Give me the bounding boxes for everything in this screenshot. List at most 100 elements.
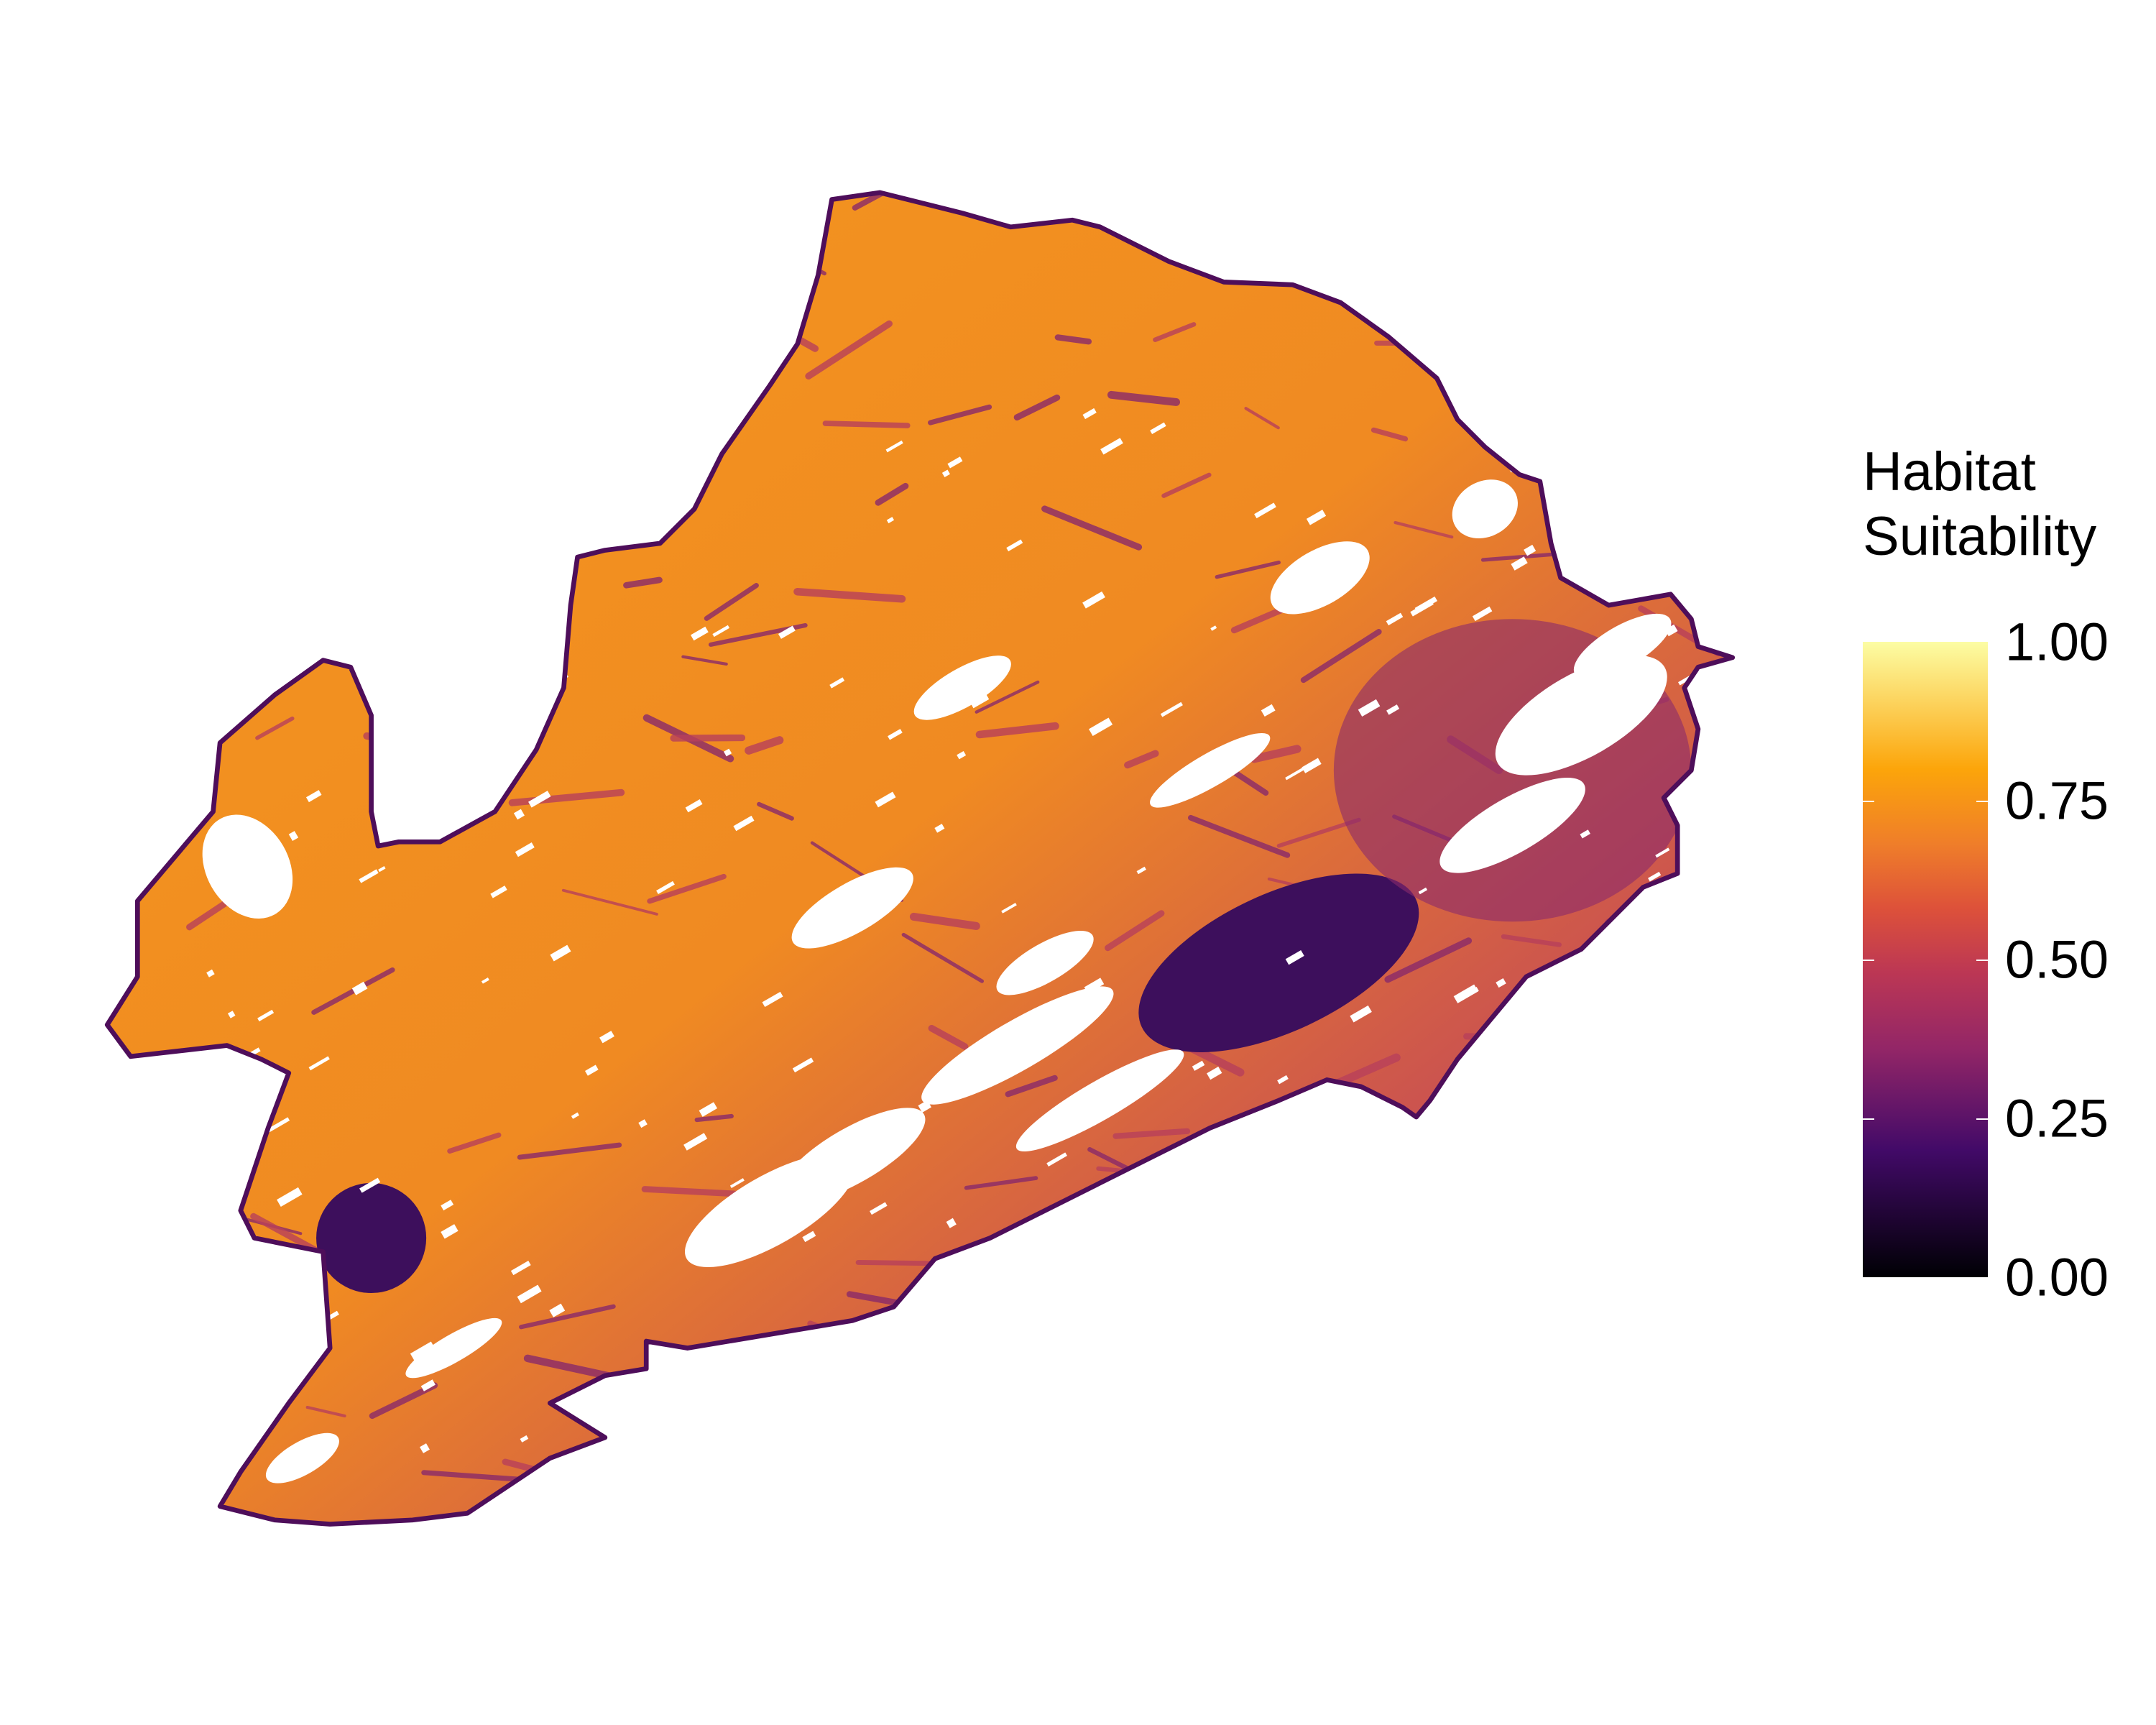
legend-tick-label: 1.00 (2005, 612, 2109, 672)
valley-shading (1244, 407, 1280, 430)
valley-shading (363, 732, 462, 755)
no-data-area (507, 625, 523, 639)
no-data-area (1452, 479, 1518, 539)
valley-shading (1107, 390, 1181, 406)
valley-shading (193, 367, 226, 386)
no-data-area (1582, 423, 1604, 438)
valley-shading (311, 967, 395, 1015)
no-data-area (699, 1102, 718, 1117)
valley-shading (1595, 1100, 1636, 1123)
no-data-area (214, 1438, 236, 1455)
valley-shading (641, 1186, 738, 1197)
valley-shading (975, 722, 1059, 739)
no-data-area (1277, 1075, 1289, 1085)
no-data-area (1210, 625, 1217, 631)
valley-shading (397, 305, 452, 320)
no-data-area (571, 1112, 579, 1119)
no-data-area (1306, 1280, 1327, 1297)
valley-shading (517, 1142, 622, 1160)
no-data-area (227, 1011, 236, 1018)
no-data-area (277, 1187, 303, 1207)
no-data-area (918, 1100, 931, 1113)
valley-shading (1114, 1407, 1148, 1430)
no-data-area (934, 824, 945, 833)
valley-shading (522, 495, 604, 512)
legend-tick-mark (1863, 801, 1874, 802)
valley-shading (977, 1328, 1075, 1384)
no-data-area (1302, 758, 1322, 773)
no-data-area (969, 1040, 989, 1054)
valley-shading (1368, 1273, 1406, 1282)
no-data-area (1207, 1066, 1222, 1080)
no-data-area (1001, 903, 1017, 914)
no-data-area (1046, 1152, 1067, 1167)
no-data-area (359, 1177, 381, 1193)
no-data-area (1495, 655, 1667, 776)
no-data-area (288, 831, 299, 842)
no-data-area (1418, 887, 1428, 895)
no-data-area (481, 978, 489, 984)
valley-shading (1005, 1075, 1058, 1098)
no-data-area (1454, 1126, 1462, 1132)
no-data-area (1648, 871, 1662, 882)
no-data-area (420, 1443, 430, 1453)
no-data-area (970, 694, 990, 709)
valley-shading (1300, 629, 1382, 684)
valley-shading (964, 1176, 1038, 1190)
valley-shading (1501, 934, 1562, 947)
valley-shading (1066, 1420, 1112, 1446)
no-data-area (607, 446, 629, 462)
no-data-area (1329, 1290, 1339, 1300)
valley-shading (1483, 1035, 1545, 1050)
valley-shading (1337, 1294, 1376, 1307)
no-data-area (1082, 591, 1105, 609)
valley-shading (421, 1470, 527, 1483)
legend-tick-label: 0.25 (2005, 1088, 2109, 1149)
no-data-area (1006, 539, 1023, 552)
no-data-area (510, 1261, 531, 1276)
no-data-area (308, 1056, 330, 1071)
valley-shading (704, 583, 759, 621)
valley-shading (435, 233, 512, 268)
valley-shading (254, 546, 354, 597)
no-data-area (1511, 556, 1528, 571)
no-data-area (517, 1284, 542, 1304)
valley-shading (1095, 1190, 1130, 1209)
no-data-area (1406, 1464, 1424, 1478)
no-data-area (825, 1435, 849, 1453)
no-data-area (946, 1218, 957, 1228)
valley-shading (267, 344, 359, 370)
no-data-area (261, 1297, 283, 1314)
no-data-area (1631, 1371, 1652, 1387)
no-data-area (206, 1192, 221, 1202)
no-data-area (885, 440, 903, 453)
valley-shading (1384, 937, 1473, 983)
no-data-area (1318, 1118, 1337, 1131)
valley-shading (623, 576, 663, 589)
no-data-area (758, 1377, 778, 1392)
valley-shading (807, 1320, 913, 1365)
no-data-area (1552, 807, 1565, 817)
legend-tick-mark (1976, 960, 1988, 961)
valley-shading (975, 680, 1040, 714)
legend-tick-mark (1863, 1118, 1874, 1120)
legend-tick-label: 0.00 (2005, 1247, 2109, 1307)
no-data-area (1657, 1118, 1673, 1131)
no-data-area (457, 621, 471, 635)
no-data-area (1309, 1095, 1325, 1109)
no-data-area (1524, 544, 1537, 556)
valley-shading (1110, 1307, 1210, 1348)
valley-shading (1579, 946, 1639, 959)
legend-colorbar (1863, 642, 1988, 1277)
no-data-area (236, 648, 254, 663)
valley-shading (681, 655, 728, 666)
no-data-area (1100, 438, 1123, 455)
no-data-area (1568, 1189, 1588, 1205)
no-data-area (1655, 847, 1670, 858)
no-data-area (1306, 510, 1327, 525)
valley-shading (1296, 1230, 1363, 1263)
no-data-area (692, 1228, 717, 1246)
no-data-area (1084, 978, 1105, 994)
